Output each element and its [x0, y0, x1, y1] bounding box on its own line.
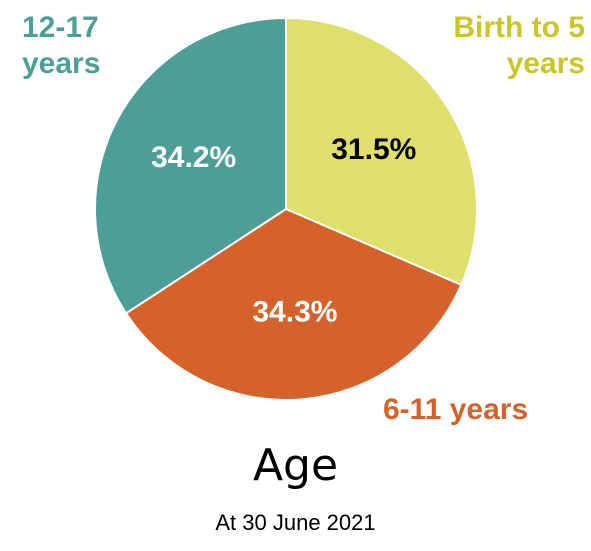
- chart-title: Age: [252, 440, 339, 491]
- value-label: 34.2%: [151, 141, 236, 174]
- pie-slice: [94, 16, 287, 315]
- category-label: 12-17 years: [22, 11, 101, 80]
- pie-slice: [124, 207, 463, 401]
- value-label: 34.3%: [252, 296, 337, 329]
- category-label: Birth to 5 years: [453, 11, 585, 80]
- pie-slice: [285, 16, 478, 287]
- category-label: 6-11 years: [383, 393, 529, 426]
- value-label: 31.5%: [331, 133, 416, 166]
- chart-subtitle: At 30 June 2021: [215, 510, 376, 535]
